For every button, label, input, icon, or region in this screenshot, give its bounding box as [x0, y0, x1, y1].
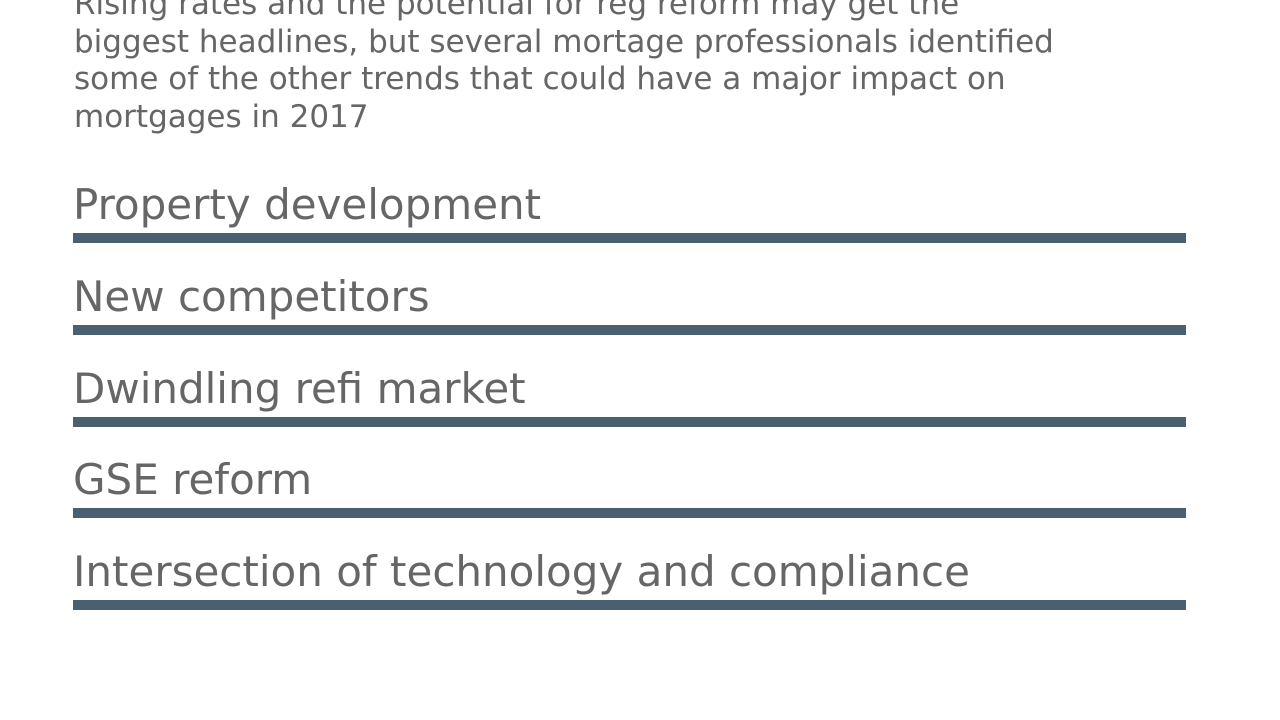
item-divider — [73, 416, 1186, 427]
item-divider — [73, 508, 1186, 519]
item-divider — [73, 600, 1186, 610]
item-divider — [73, 233, 1186, 243]
item-title: Property development — [73, 180, 542, 229]
intro-line: biggest headlines, but several mortage p… — [74, 23, 1054, 60]
item-divider — [73, 324, 1186, 335]
intro-paragraph: Rising rates and the potential for reg r… — [74, 0, 1224, 136]
item-title: Dwindling refi market — [73, 363, 526, 413]
item-title: Intersection of technology and complianc… — [73, 547, 970, 596]
intro-line: mortgages in 2017 — [74, 98, 369, 135]
item-title: GSE reform — [73, 455, 313, 505]
item-title: New competitors — [73, 271, 430, 321]
intro-line: Rising rates and the potential for reg r… — [74, 0, 960, 22]
intro-line: some of the other trends that could have… — [74, 61, 1006, 97]
